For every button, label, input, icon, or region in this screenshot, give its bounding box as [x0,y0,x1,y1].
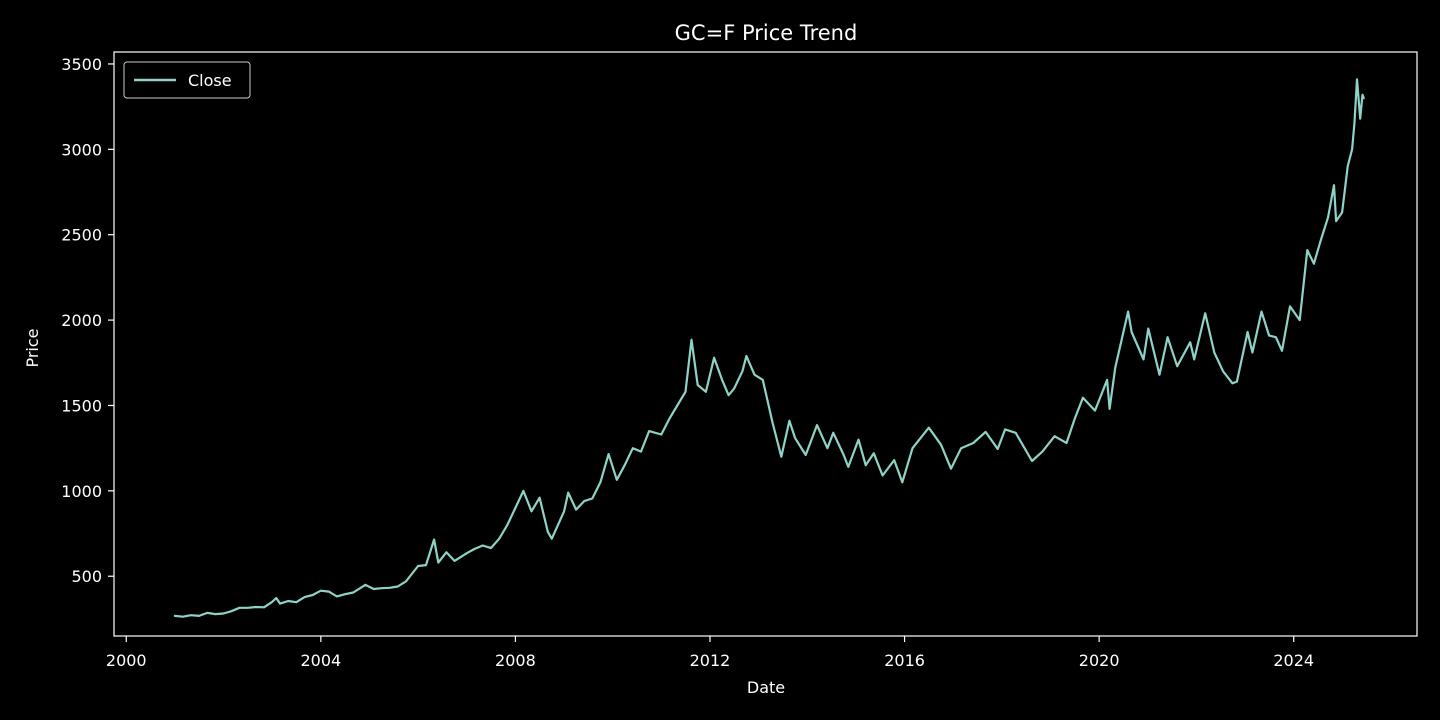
x-tick-label: 2012 [690,651,731,670]
x-tick-label: 2000 [106,651,147,670]
legend-label-close: Close [188,71,232,90]
plot-area [173,78,1365,618]
x-tick-label: 2024 [1273,651,1314,670]
y-axis-label: Price [23,328,42,367]
y-tick-label: 2000 [61,311,102,330]
x-tick-label: 2020 [1079,651,1120,670]
y-tick-label: 1000 [61,482,102,501]
x-tick-label: 2016 [884,651,925,670]
x-tick-label: 2008 [495,651,536,670]
y-tick-label: 2500 [61,226,102,245]
series-line-close [173,78,1365,618]
y-tick-label: 3000 [61,140,102,159]
y-tick-label: 1500 [61,396,102,415]
y-tick-label: 3500 [61,55,102,74]
legend-box [123,61,251,99]
axes-frame [113,51,1418,637]
y-tick-label: 500 [71,567,102,586]
chart-title: GC=F Price Trend [675,21,858,45]
y-axis: 500 1000 1500 2000 2500 3000 3500 [61,55,114,586]
x-tick-label: 2004 [300,651,341,670]
x-axis-label: Date [747,678,785,697]
legend: Close [123,61,251,99]
x-axis: 2000 2004 2008 2012 2016 2020 2024 [106,636,1314,670]
